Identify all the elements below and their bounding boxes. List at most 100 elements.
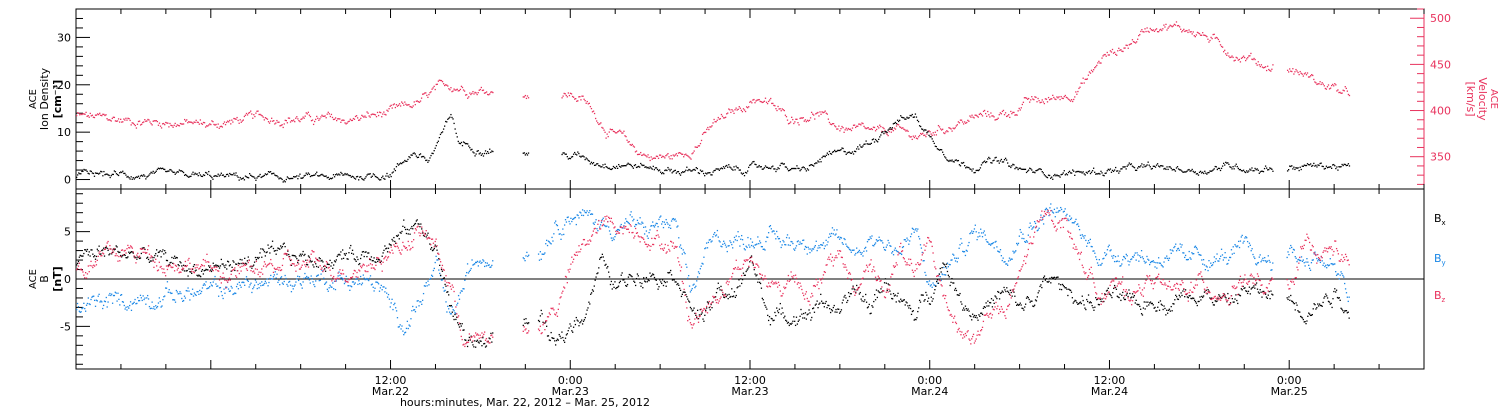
bx-point xyxy=(1051,276,1053,279)
density-point xyxy=(791,167,793,170)
by-point xyxy=(1064,208,1066,210)
density-point xyxy=(242,177,244,179)
by-point xyxy=(945,274,947,276)
velocity-point xyxy=(784,114,787,116)
density-point xyxy=(481,153,484,155)
by-point xyxy=(1092,250,1094,252)
density-point xyxy=(1009,165,1011,167)
bx-point xyxy=(628,273,630,276)
by-point xyxy=(268,281,270,284)
by-point xyxy=(749,246,751,248)
bx-point xyxy=(880,288,882,290)
velocity-point xyxy=(424,92,426,94)
velocity-point xyxy=(125,117,127,119)
by-point xyxy=(321,269,323,271)
density-point xyxy=(278,178,280,180)
velocity-point xyxy=(1248,55,1250,57)
velocity-point xyxy=(732,110,734,112)
density-point xyxy=(806,168,809,170)
velocity-point xyxy=(1126,44,1128,47)
density-point xyxy=(429,157,431,159)
by-point xyxy=(537,253,540,255)
density-point xyxy=(442,128,445,130)
bx-point xyxy=(923,300,925,302)
velocity-point xyxy=(769,99,771,101)
bx-point xyxy=(246,260,249,262)
density-point xyxy=(849,152,852,154)
density-point xyxy=(1106,170,1108,172)
by-point xyxy=(1256,262,1259,264)
velocity-point xyxy=(407,104,409,106)
density-point xyxy=(1022,168,1025,170)
velocity-point xyxy=(750,100,752,103)
bx-point xyxy=(353,258,355,260)
velocity-point xyxy=(354,115,357,118)
bx-point xyxy=(448,294,450,296)
by-point xyxy=(843,237,845,240)
by-point xyxy=(176,291,178,293)
by-point xyxy=(1208,259,1210,262)
bx-point xyxy=(1044,279,1047,281)
by-point xyxy=(558,233,560,235)
velocity-point xyxy=(960,119,963,121)
density-point xyxy=(391,172,393,174)
by-point xyxy=(624,222,626,224)
bx-point xyxy=(351,249,354,251)
bx-point xyxy=(750,256,752,259)
velocity-point xyxy=(1251,58,1253,60)
density-point xyxy=(706,173,708,175)
bx-point xyxy=(935,285,937,287)
bx-point xyxy=(583,319,586,321)
velocity-point xyxy=(1189,31,1191,33)
bx-point xyxy=(430,246,433,249)
bx-point xyxy=(1003,286,1005,289)
by-point xyxy=(429,278,431,280)
density-point xyxy=(1067,171,1070,174)
density-point xyxy=(283,180,285,182)
velocity-point xyxy=(959,119,962,121)
by-point xyxy=(352,281,355,283)
bx-point xyxy=(1095,298,1098,301)
density-tick-label: 30 xyxy=(57,31,71,44)
by-point xyxy=(1131,258,1133,260)
by-point xyxy=(760,245,763,248)
velocity-point xyxy=(1053,96,1055,99)
velocity-point xyxy=(331,116,334,119)
velocity-point xyxy=(680,153,683,155)
bx-point xyxy=(795,316,798,318)
bx-point xyxy=(793,316,795,318)
density-point xyxy=(618,163,620,166)
bx-point xyxy=(370,256,373,258)
by-point xyxy=(1219,258,1221,260)
density-point xyxy=(812,164,814,166)
density-point xyxy=(749,164,751,166)
by-point xyxy=(369,275,372,277)
bx-point xyxy=(587,307,589,309)
bx-point xyxy=(796,323,799,325)
by-point xyxy=(971,230,973,232)
bx-point xyxy=(1034,299,1037,301)
by-point xyxy=(1089,238,1091,241)
density-point xyxy=(585,157,587,159)
by-point xyxy=(388,298,391,300)
by-point xyxy=(744,249,746,251)
by-point xyxy=(403,333,405,336)
velocity-point xyxy=(488,94,490,96)
velocity-point xyxy=(698,145,701,147)
density-point xyxy=(643,164,645,166)
density-point xyxy=(94,172,97,174)
density-point xyxy=(489,148,491,150)
density-point xyxy=(642,164,644,167)
by-point xyxy=(1182,252,1184,254)
velocity-point xyxy=(771,102,773,105)
by-point xyxy=(467,272,470,274)
density-point xyxy=(78,172,80,174)
density-point xyxy=(469,147,471,149)
by-point xyxy=(797,240,799,242)
velocity-point xyxy=(1183,28,1185,31)
by-point xyxy=(111,293,113,295)
by-point xyxy=(1008,257,1011,259)
bx-point xyxy=(784,315,786,317)
velocity-point xyxy=(323,115,325,117)
bx-point xyxy=(829,311,832,314)
